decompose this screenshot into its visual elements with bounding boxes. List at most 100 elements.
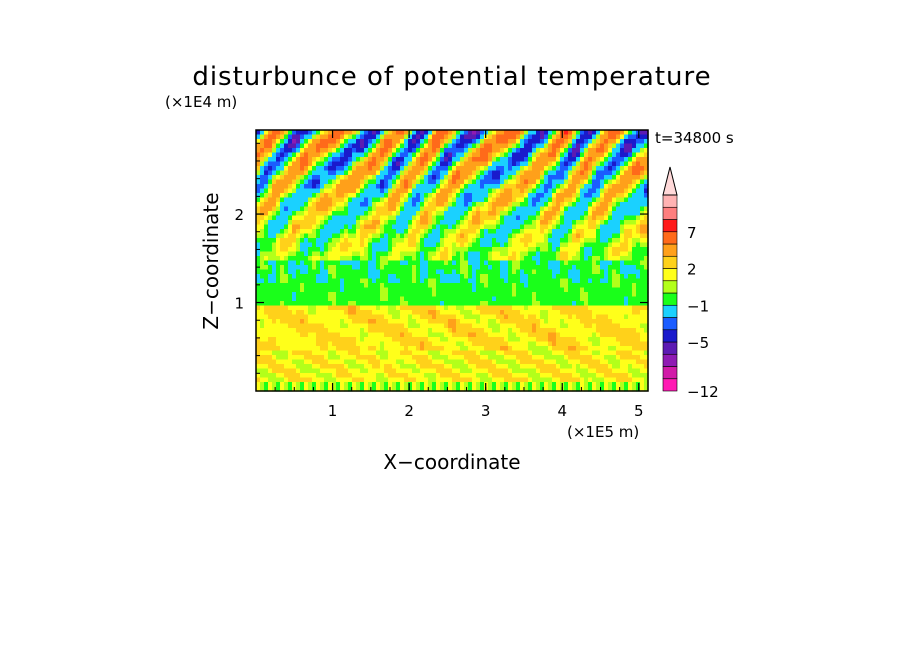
heatmap-cell [312, 206, 317, 212]
heatmap-cell [276, 197, 281, 203]
heatmap-cell [528, 130, 533, 136]
heatmap-cell [408, 220, 413, 226]
heatmap-cell [488, 305, 493, 311]
heatmap-cell [536, 193, 541, 199]
heatmap-cell [564, 148, 569, 154]
heatmap-cell [256, 184, 261, 190]
heatmap-cell [328, 229, 333, 235]
heatmap-cell [372, 283, 377, 289]
heatmap-cell [300, 166, 305, 172]
heatmap-cell [420, 134, 425, 140]
heatmap-cell [580, 373, 585, 379]
heatmap-cell [324, 314, 329, 320]
heatmap-cell [488, 175, 493, 181]
heatmap-cell [344, 139, 349, 145]
heatmap-cell [268, 328, 273, 334]
heatmap-cell [548, 193, 553, 199]
heatmap-cell [288, 377, 293, 383]
heatmap-cell [340, 283, 345, 289]
heatmap-cell [408, 152, 413, 158]
heatmap-cell [572, 175, 577, 181]
heatmap-cell [288, 166, 293, 172]
heatmap-cell [364, 179, 369, 185]
heatmap-cell [464, 166, 469, 172]
heatmap-cell [340, 319, 345, 325]
heatmap-cell [264, 341, 269, 347]
heatmap-cell [332, 301, 337, 307]
heatmap-cell [480, 373, 485, 379]
heatmap-cell [572, 130, 577, 136]
heatmap-cell [420, 157, 425, 163]
heatmap-cell [476, 206, 481, 212]
heatmap-cell [516, 314, 521, 320]
heatmap-cell [492, 314, 497, 320]
heatmap-cell [272, 224, 277, 230]
heatmap-cell [548, 368, 553, 374]
heatmap-cell [400, 355, 405, 361]
heatmap-cell [380, 269, 385, 275]
heatmap-cell [312, 274, 317, 280]
heatmap-cell [380, 328, 385, 334]
heatmap-cell [508, 206, 513, 212]
heatmap-cell [320, 319, 325, 325]
heatmap-cell [580, 260, 585, 266]
heatmap-cell [336, 296, 341, 302]
heatmap-cell [504, 323, 509, 329]
heatmap-cell [424, 373, 429, 379]
heatmap-cell [428, 161, 433, 167]
heatmap-cell [292, 346, 297, 352]
heatmap-cell [504, 256, 509, 262]
heatmap-cell [272, 278, 277, 284]
heatmap-cell [480, 130, 485, 136]
heatmap-cell [540, 287, 545, 293]
heatmap-cell [332, 256, 337, 262]
heatmap-cell [340, 332, 345, 338]
heatmap-cell [508, 359, 513, 365]
heatmap-cell [556, 382, 561, 388]
heatmap-cell [572, 242, 577, 248]
heatmap-cell [300, 179, 305, 185]
heatmap-cell [452, 148, 457, 154]
heatmap-cell [436, 215, 441, 221]
heatmap-cell [256, 364, 261, 370]
heatmap-cell [600, 134, 605, 140]
heatmap-cell [512, 242, 517, 248]
heatmap-cell [408, 161, 413, 167]
heatmap-cell [488, 220, 493, 226]
heatmap-cell [408, 278, 413, 284]
heatmap-cell [568, 211, 573, 217]
heatmap-cell [324, 220, 329, 226]
heatmap-cell [388, 265, 393, 271]
heatmap-cell [516, 319, 521, 325]
heatmap-cell [408, 386, 413, 392]
heatmap-cell [500, 386, 505, 392]
heatmap-cell [328, 274, 333, 280]
heatmap-cell [524, 368, 529, 374]
heatmap-cell [280, 139, 285, 145]
heatmap-cell [588, 296, 593, 302]
heatmap-cell [272, 260, 277, 266]
heatmap-cell [584, 368, 589, 374]
heatmap-cell [508, 274, 513, 280]
heatmap-cell [456, 310, 461, 316]
heatmap-cell [428, 310, 433, 316]
heatmap-cell [552, 224, 557, 230]
heatmap-cell [444, 292, 449, 298]
heatmap-cell [552, 143, 557, 149]
heatmap-cell [296, 161, 301, 167]
heatmap-cell [384, 220, 389, 226]
heatmap-cell [580, 278, 585, 284]
heatmap-cell [332, 130, 337, 136]
heatmap-cell [456, 323, 461, 329]
heatmap-cell [288, 296, 293, 302]
heatmap-cell [300, 296, 305, 302]
heatmap-cell [352, 314, 357, 320]
heatmap-cell [324, 161, 329, 167]
heatmap-cell [476, 314, 481, 320]
heatmap-cell [372, 377, 377, 383]
heatmap-cell [580, 364, 585, 370]
heatmap-cell [364, 152, 369, 158]
heatmap-cell [436, 206, 441, 212]
heatmap-cell [412, 134, 417, 140]
heatmap-cell [276, 328, 281, 334]
